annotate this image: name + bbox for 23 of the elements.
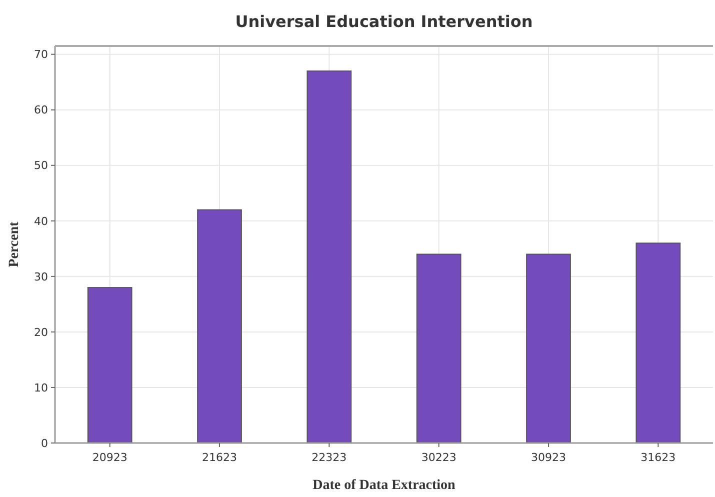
y-tick-label: 50: [34, 159, 48, 172]
bar: [526, 254, 571, 444]
y-tick-label: 70: [34, 48, 48, 62]
y-tick-label: 10: [34, 381, 48, 394]
x-tick-label: 21623: [202, 451, 237, 464]
bar: [87, 287, 132, 444]
x-tick-label: 20923: [92, 451, 128, 464]
y-tick-label: 60: [34, 104, 48, 117]
x-tick-label: 31623: [640, 451, 676, 464]
x-tick-label: 30223: [421, 451, 456, 464]
x-axis-title: Date of Data Extraction: [312, 478, 456, 493]
x-tick-label: 30923: [531, 451, 566, 464]
y-tick-label: 40: [34, 214, 48, 228]
bar: [306, 70, 352, 444]
y-tick-label: 20: [34, 326, 48, 339]
bar: [197, 209, 242, 444]
y-tick-label: 30: [34, 270, 48, 284]
x-tick-label: 22323: [312, 451, 347, 464]
bar: [416, 254, 462, 444]
y-axis-title: Percent: [7, 221, 22, 268]
y-tick-label: 0: [41, 436, 48, 450]
bar: [636, 242, 681, 444]
chart-title: Universal Education Intervention: [235, 12, 533, 31]
